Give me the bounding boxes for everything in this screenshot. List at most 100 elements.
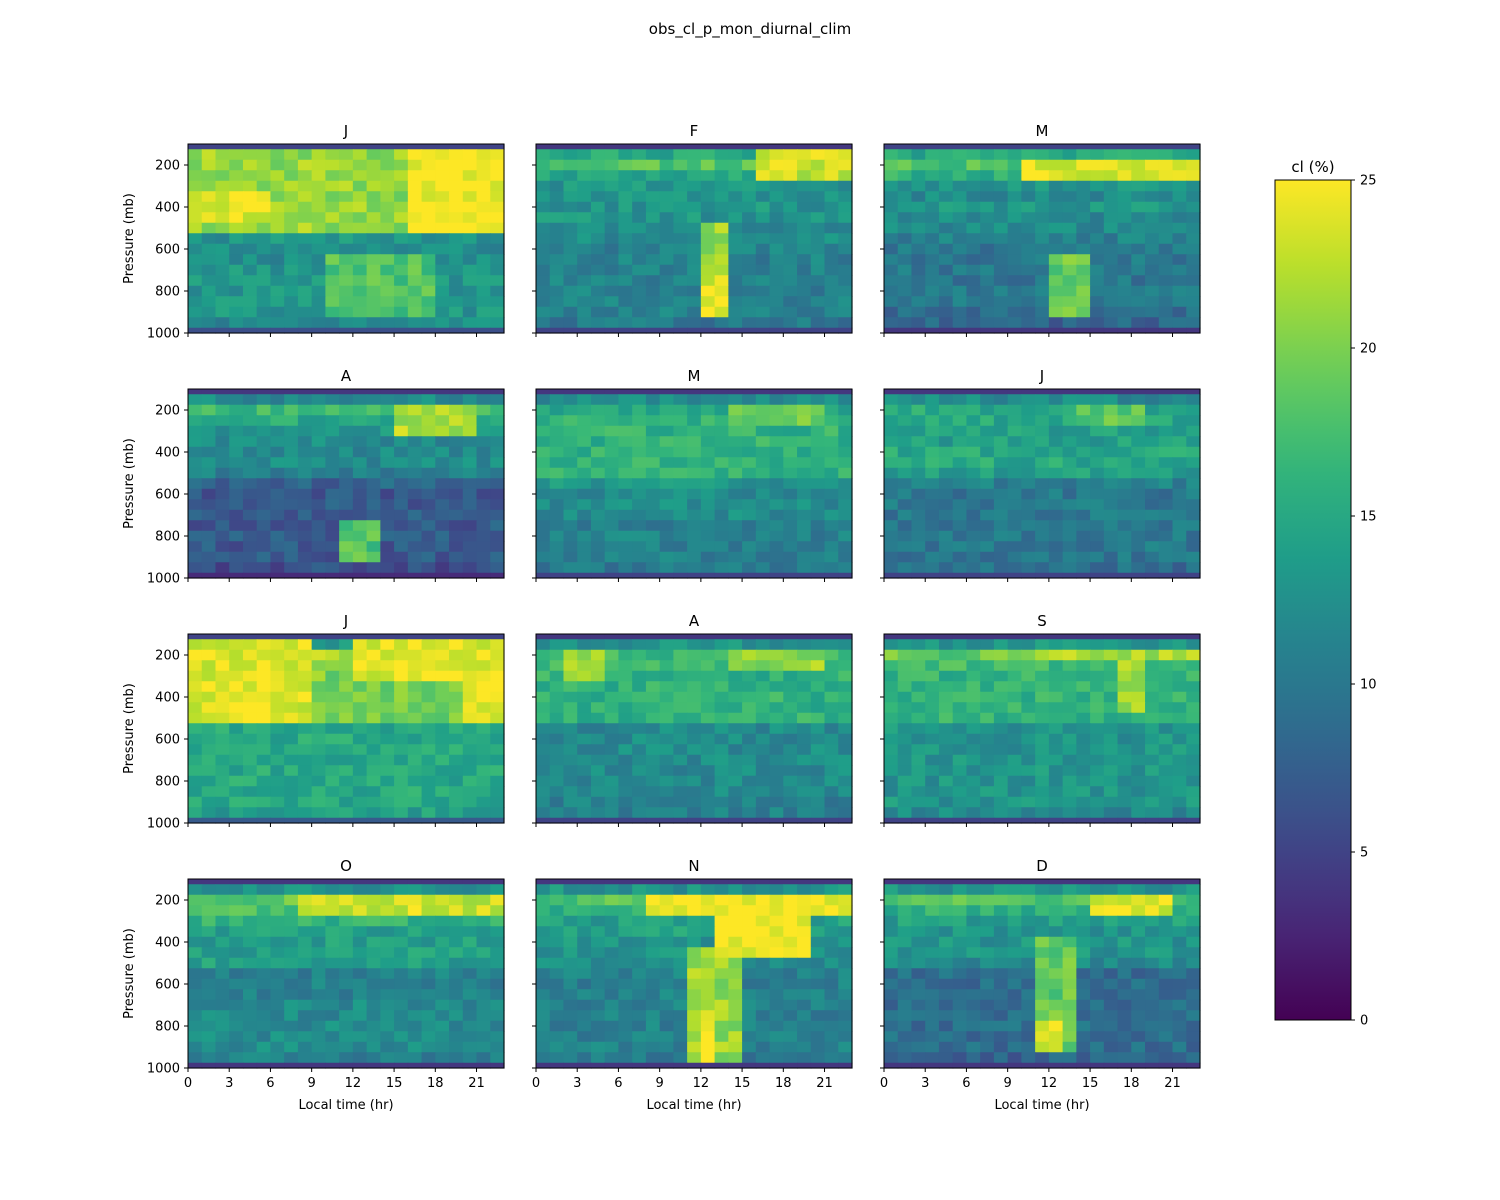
- heatmap-cell: [270, 541, 285, 553]
- heatmap-cell: [339, 639, 354, 651]
- heatmap-cell: [687, 520, 702, 532]
- heatmap-cell: [1103, 660, 1119, 672]
- heatmap-cell: [366, 796, 381, 808]
- heatmap-cell: [659, 649, 674, 661]
- heatmap-cell: [810, 796, 826, 808]
- heatmap-cell: [966, 551, 981, 563]
- panel-title: M: [688, 367, 701, 385]
- heatmap-cell: [1062, 191, 1077, 203]
- heatmap-cell: [215, 327, 230, 334]
- heatmap-cell: [993, 712, 1009, 724]
- heatmap-cell: [687, 807, 702, 819]
- heatmap-cell: [728, 978, 743, 990]
- heatmap-cell: [1035, 191, 1050, 203]
- heatmap-cell: [952, 702, 968, 714]
- heatmap-cell: [938, 212, 954, 224]
- heatmap-cell: [1145, 807, 1160, 819]
- heatmap-cell: [755, 999, 771, 1011]
- heatmap-cell: [421, 201, 436, 213]
- heatmap-cell: [270, 989, 285, 1001]
- heatmap-cell: [462, 191, 478, 203]
- heatmap-cell: [1062, 691, 1077, 703]
- panel-title: O: [340, 857, 352, 875]
- heatmap-cell: [673, 530, 688, 542]
- heatmap-cell: [590, 634, 606, 640]
- heatmap-cell: [242, 389, 258, 395]
- heatmap-cell: [952, 796, 968, 808]
- heatmap-cell: [1048, 775, 1064, 787]
- heatmap-cell: [645, 775, 661, 787]
- heatmap-cell: [352, 765, 368, 777]
- heatmap-cell: [687, 296, 702, 308]
- heatmap-cell: [673, 1062, 688, 1069]
- heatmap-cell: [536, 1031, 551, 1043]
- heatmap-cell: [1145, 170, 1160, 182]
- heatmap-cell: [339, 499, 354, 511]
- heatmap-cell: [925, 389, 940, 395]
- heatmap-cell: [645, 520, 661, 532]
- heatmap-cell: [938, 180, 954, 192]
- heatmap-cell: [449, 681, 464, 693]
- heatmap-cell: [449, 817, 464, 824]
- heatmap-cell: [490, 306, 505, 318]
- heatmap-cell: [1103, 786, 1119, 798]
- heatmap-cell: [742, 660, 757, 672]
- heatmap-cell: [925, 394, 940, 406]
- heatmap-cell: [952, 775, 968, 787]
- heatmap-cell: [215, 978, 230, 990]
- heatmap-cell: [925, 572, 940, 579]
- heatmap-cell: [769, 551, 784, 563]
- heatmap-cell: [783, 947, 798, 959]
- heatmap-cell: [1131, 562, 1146, 574]
- heatmap-cell: [797, 670, 812, 682]
- heatmap-cell: [490, 1062, 505, 1069]
- heatmap-cell: [755, 1052, 771, 1064]
- heatmap-cell: [966, 572, 981, 579]
- heatmap-cell: [797, 404, 812, 416]
- heatmap-cell: [215, 149, 230, 161]
- heatmap-cell: [297, 817, 313, 824]
- heatmap-cell: [549, 796, 565, 808]
- y-tick-label: 1000: [147, 1062, 180, 1077]
- heatmap-cell: [1076, 712, 1091, 724]
- heatmap-cell: [1103, 296, 1119, 308]
- heatmap-cell: [618, 457, 633, 469]
- heatmap-cell: [993, 254, 1009, 266]
- heatmap-cell: [673, 254, 688, 266]
- heatmap-cell: [284, 264, 299, 276]
- heatmap-cell: [1035, 233, 1050, 245]
- heatmap-cell: [549, 978, 565, 990]
- heatmap-cell: [700, 1031, 716, 1043]
- heatmap-cell: [632, 212, 647, 224]
- heatmap-cell: [201, 541, 217, 553]
- heatmap-cell: [618, 509, 633, 521]
- heatmap-cell: [577, 243, 592, 255]
- heatmap-cell: [769, 754, 784, 766]
- heatmap-cell: [966, 149, 981, 161]
- heatmap-cell: [352, 212, 368, 224]
- heatmap-cell: [242, 212, 258, 224]
- heatmap-cell: [1021, 796, 1036, 808]
- heatmap-cell: [311, 149, 326, 161]
- heatmap-cell: [352, 1041, 368, 1053]
- heatmap-cell: [938, 817, 954, 824]
- heatmap-cell: [490, 180, 505, 192]
- heatmap-cell: [714, 180, 729, 192]
- heatmap-cell: [339, 415, 354, 427]
- heatmap-cell: [188, 712, 203, 724]
- heatmap-cell: [824, 551, 839, 563]
- heatmap-cell: [1048, 530, 1064, 542]
- heatmap-cell: [769, 149, 784, 161]
- heatmap-cell: [229, 191, 244, 203]
- heatmap-cell: [536, 436, 551, 448]
- heatmap-cell: [938, 765, 954, 777]
- heatmap-cell: [884, 285, 899, 297]
- heatmap-cell: [201, 681, 217, 693]
- heatmap-cell: [563, 149, 578, 161]
- heatmap-cell: [462, 327, 478, 334]
- heatmap-cell: [366, 285, 381, 297]
- heatmap-cell: [755, 285, 771, 297]
- heatmap-cell: [435, 285, 450, 297]
- heatmap-cell: [1076, 541, 1091, 553]
- heatmap-cell: [1048, 296, 1064, 308]
